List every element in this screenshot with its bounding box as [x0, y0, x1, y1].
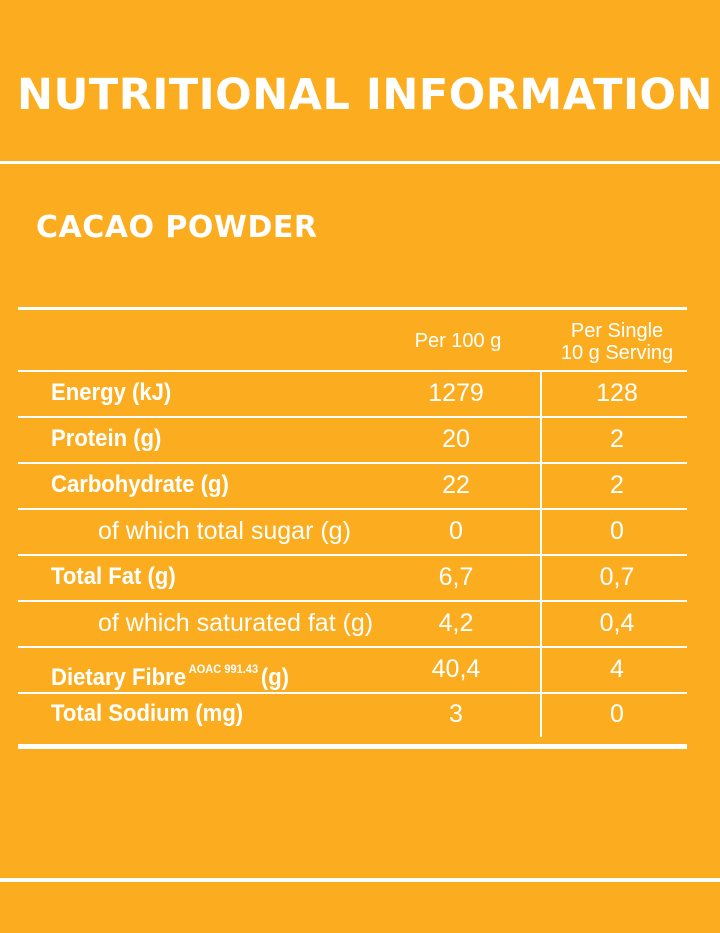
table-row-total-sodium: Total Sodium (mg) 3 0: [18, 692, 687, 736]
column-header-per-serving: Per Single 10 g Serving: [542, 320, 692, 364]
table-rule: [18, 554, 687, 556]
row-label: Protein (g): [51, 425, 162, 452]
footer-divider: [0, 878, 720, 882]
value-per-serving: 2: [610, 425, 624, 453]
value-per-100g: 6,7: [438, 563, 474, 591]
table-top-rule: [18, 307, 687, 310]
value-per-100g: 3: [449, 700, 463, 728]
value-per-100g: 20: [442, 425, 470, 453]
nutrition-table: Per 100 g Per Single 10 g Serving Energy…: [18, 307, 687, 751]
value-per-100g: 40,4: [431, 655, 481, 683]
table-rule: [18, 646, 687, 648]
value-per-serving: 128: [596, 379, 638, 407]
value-per-serving: 0: [610, 517, 624, 545]
row-label: Total Sodium (mg): [51, 700, 244, 727]
value-per-100g: 22: [442, 471, 470, 499]
table-row-protein: Protein (g) 20 2: [18, 417, 687, 461]
table-row-carbohydrate: Carbohydrate (g) 22 2: [18, 463, 687, 507]
table-rule: [18, 600, 687, 602]
column-header-per-serving-line1: Per Single: [570, 320, 664, 342]
row-label: of which total sugar (g): [98, 517, 351, 545]
table-row-dietary-fibre: Dietary Fibre AOAC 991.43 (g) 40,4 4: [18, 647, 687, 691]
title-divider: [0, 161, 720, 164]
table-rule: [18, 508, 687, 510]
value-per-serving: 0,7: [599, 563, 635, 591]
value-per-100g: 1279: [428, 379, 484, 407]
value-per-serving: 0: [610, 700, 624, 728]
row-label-text: Dietary Fibre: [51, 664, 186, 691]
table-row-energy: Energy (kJ) 1279 128: [18, 371, 687, 415]
row-label: Dietary Fibre AOAC 991.43 (g): [51, 647, 289, 700]
page-title: NUTRITIONAL INFORMATION: [17, 70, 713, 120]
table-rule: [18, 416, 687, 418]
column-header-per-100g: Per 100 g: [414, 330, 502, 352]
column-divider: [540, 371, 542, 737]
table-rule: [18, 462, 687, 464]
table-row-saturated-fat: of which saturated fat (g) 4,2 0,4: [18, 601, 687, 645]
product-name: CACAO POWDER: [36, 210, 318, 245]
value-per-100g: 4,2: [438, 609, 474, 637]
table-row-total-sugar: of which total sugar (g) 0 0: [18, 509, 687, 553]
column-header-per-serving-line2: 10 g Serving: [560, 342, 674, 364]
row-label-unit: (g): [260, 664, 290, 691]
row-label: Energy (kJ): [51, 379, 172, 406]
table-row-total-fat: Total Fat (g) 6,7 0,7: [18, 555, 687, 599]
method-reference: AOAC 991.43: [188, 662, 259, 676]
value-per-serving: 2: [610, 471, 624, 499]
row-label: of which saturated fat (g): [98, 609, 374, 637]
row-label: Carbohydrate (g): [51, 471, 229, 498]
value-per-100g: 0: [449, 517, 463, 545]
table-rule: [18, 692, 687, 694]
value-per-serving: 4: [610, 655, 624, 683]
table-rule: [18, 370, 687, 372]
table-bottom-rule: [18, 744, 687, 749]
row-label: Total Fat (g): [51, 563, 176, 590]
value-per-serving: 0,4: [599, 609, 635, 637]
